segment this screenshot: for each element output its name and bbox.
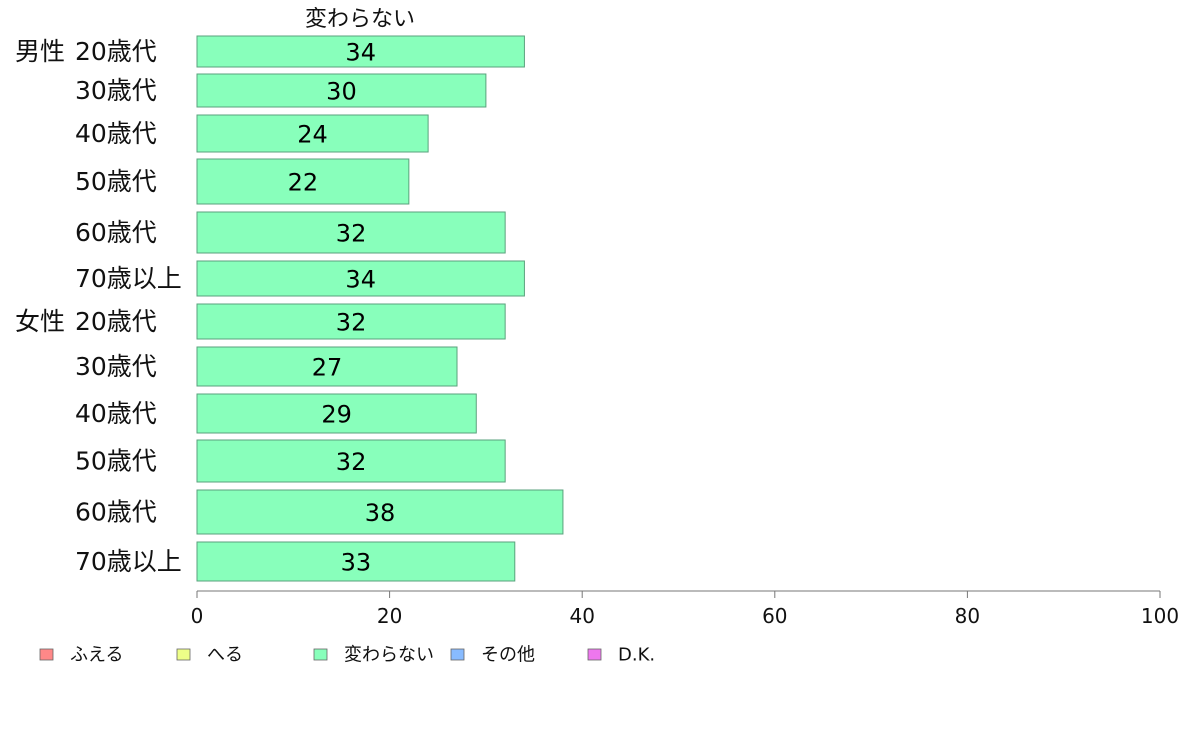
row-label: 20歳代	[75, 307, 157, 336]
row-label: 50歳代	[75, 447, 157, 476]
row-label: 60歳代	[75, 498, 157, 527]
legend-swatch	[39, 648, 54, 661]
group-label: 女性	[15, 307, 65, 336]
legend-label: へる	[207, 645, 243, 666]
value-label: 24	[297, 121, 328, 149]
value-label: 32	[336, 220, 367, 248]
row-label: 30歳代	[75, 352, 157, 381]
x-tick-label: 0	[191, 604, 204, 628]
value-label: 27	[312, 354, 343, 382]
value-label: 34	[345, 39, 376, 67]
bar	[196, 303, 506, 340]
x-tick-label: 100	[1141, 604, 1179, 628]
value-label: 22	[288, 169, 319, 197]
x-tick-label: 40	[569, 604, 594, 628]
group-label: 男性	[15, 37, 65, 66]
bar	[196, 393, 477, 434]
value-label: 32	[336, 448, 367, 476]
legend-label: その他	[481, 645, 535, 666]
bars-layer: 男性 20歳代 34 30歳代 30 40歳代 24 50歳代 22 60歳代 32 70歳以上 34 女…	[15, 35, 564, 582]
bar	[196, 158, 410, 205]
bar	[196, 73, 487, 108]
row-label: 60歳代	[75, 218, 157, 247]
legend-label: 変わらない	[344, 645, 434, 666]
row-label: 20歳代	[75, 37, 157, 66]
bar	[196, 211, 506, 254]
legend-swatch	[176, 648, 191, 661]
row-label: 70歳以上	[75, 264, 182, 293]
bar	[196, 114, 429, 153]
value-label: 32	[336, 309, 367, 337]
bar	[196, 35, 525, 68]
x-axis: 0 20 40 60 80 100	[191, 590, 1179, 628]
value-label: 34	[345, 266, 376, 294]
legend-label: ふえる	[70, 645, 123, 666]
bar	[196, 541, 516, 582]
bar	[196, 489, 564, 535]
legend-swatch	[587, 648, 602, 661]
value-label: 30	[326, 78, 357, 106]
value-label: 33	[341, 549, 372, 577]
row-label: 40歳代	[75, 119, 157, 148]
value-label: 38	[365, 499, 396, 527]
value-label: 29	[321, 401, 352, 429]
bar	[196, 260, 525, 297]
legend-label: D.K.	[618, 645, 655, 666]
x-tick-label: 80	[955, 604, 980, 628]
row-label: 40歳代	[75, 399, 157, 428]
legend: ふえる へる 変わらない その他 D.K.	[39, 645, 655, 666]
bar	[196, 346, 458, 387]
row-label: 30歳代	[75, 76, 157, 105]
series-header: 変わらない	[305, 7, 415, 32]
row-label: 50歳代	[75, 167, 157, 196]
x-tick-label: 60	[762, 604, 787, 628]
legend-swatch	[313, 648, 328, 661]
x-tick-label: 20	[377, 604, 402, 628]
bar	[196, 439, 506, 483]
legend-swatch	[450, 648, 465, 661]
row-label: 70歳以上	[75, 547, 182, 576]
